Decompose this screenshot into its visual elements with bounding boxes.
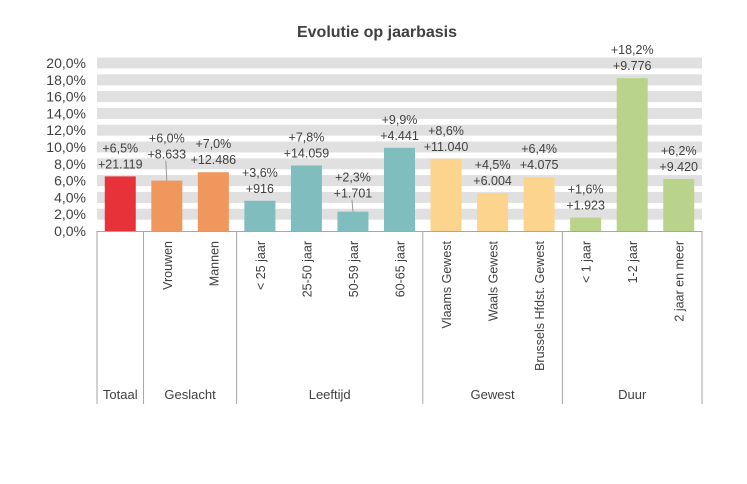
bar [151, 180, 183, 231]
data-label-percent: +9,9% [382, 113, 418, 127]
y-tick-label: 16,0% [46, 89, 86, 105]
y-axis-ticks: 0,0%2,0%4,0%6,0%8,0%10,0%12,0%14,0%16,0%… [46, 55, 86, 239]
leader-line [165, 160, 168, 181]
data-label-percent: +2,3% [335, 171, 371, 185]
data-label-percent: +1,6% [568, 183, 604, 197]
category-axis: Vrouwen Mannen < 25 jaar 25-50 jaar 50-59 ja… [96, 231, 703, 404]
bar [616, 78, 648, 232]
bar [290, 165, 322, 231]
y-tick-label: 10,0% [46, 139, 86, 155]
category-label: Waals Gewest [487, 240, 501, 321]
y-tick-label: 6,0% [54, 173, 86, 189]
bars [104, 78, 695, 232]
gridline-band [97, 74, 702, 86]
data-label-percent: +7,8% [289, 130, 325, 144]
bar [477, 193, 509, 231]
group-label: Duur [618, 387, 647, 402]
bar [570, 217, 602, 231]
bar [104, 176, 136, 231]
group-label: Leeftijd [309, 387, 351, 402]
data-label-count: +8.633 [148, 148, 187, 162]
bar [337, 211, 369, 231]
category-label: 50-59 jaar [347, 241, 361, 297]
y-tick-label: 12,0% [46, 122, 86, 138]
category-label: 60-65 jaar [394, 241, 408, 297]
data-label-count: +12.486 [191, 153, 237, 167]
bar [384, 147, 415, 231]
y-tick-label: 0,0% [54, 223, 86, 239]
data-label-count: +1.923 [566, 199, 605, 213]
y-tick-label: 4,0% [54, 189, 86, 205]
category-label: 2 jaar en meer [673, 241, 687, 322]
data-label-count: +4.441 [380, 129, 419, 143]
gridline-band [97, 124, 702, 136]
category-label: < 25 jaar [254, 241, 268, 290]
group-label: Geslacht [164, 387, 216, 402]
data-label-percent: +8,6% [428, 124, 464, 138]
data-label-count: +21.119 [98, 157, 143, 171]
data-label-count: +916 [246, 182, 274, 196]
data-label-count: +4.075 [520, 158, 559, 172]
data-label-count: +6.004 [473, 174, 512, 188]
data-label-count: +14.059 [284, 146, 330, 160]
data-label-percent: +3,6% [242, 166, 278, 180]
data-label-percent: +6,0% [149, 132, 185, 146]
data-label-percent: +7,0% [195, 137, 231, 151]
data-label-count: +9.420 [659, 160, 698, 174]
y-tick-label: 14,0% [46, 105, 86, 121]
data-label-percent: +6,5% [102, 141, 138, 155]
gridline-band [97, 91, 702, 103]
category-label: < 1 jaar [580, 241, 594, 283]
category-label: Vrouwen [161, 241, 175, 290]
group-label: Gewest [471, 387, 515, 402]
data-label-percent: +6,4% [521, 142, 557, 156]
gridline-band [97, 57, 702, 69]
bar [244, 200, 276, 231]
data-labels: +21.119 +6,5% +8.633 +6,0% +12.486 +7,0% +916 +… [98, 43, 698, 212]
leader-line [351, 199, 354, 212]
bar [430, 158, 462, 231]
gridline-band [97, 141, 702, 153]
bar [197, 172, 229, 231]
data-label-count: +11.040 [424, 140, 469, 154]
data-label-count: +9.776 [613, 59, 652, 73]
group-label: Totaal [103, 387, 138, 402]
y-tick-label: 18,0% [46, 72, 86, 88]
y-tick-label: 2,0% [54, 206, 86, 222]
data-label-percent: +4,5% [475, 158, 511, 172]
chart-title: Evolutie op jaarbasis [297, 24, 457, 41]
y-tick-label: 8,0% [54, 156, 86, 172]
category-label: Mannen [207, 241, 221, 286]
y-tick-label: 20,0% [46, 55, 86, 71]
category-label: 1-2 jaar [626, 241, 640, 283]
data-label-percent: +6,2% [661, 144, 697, 158]
category-label: Vlaams Gewest [440, 240, 454, 328]
data-label-percent: +18,2% [611, 43, 654, 57]
gridline-band [97, 107, 702, 119]
bar [523, 177, 555, 231]
data-label-count: +1.701 [334, 187, 373, 201]
category-label: Brussels Hfdst. Gewest [533, 240, 547, 370]
bar [663, 178, 695, 231]
category-label: 25-50 jaar [300, 241, 314, 297]
